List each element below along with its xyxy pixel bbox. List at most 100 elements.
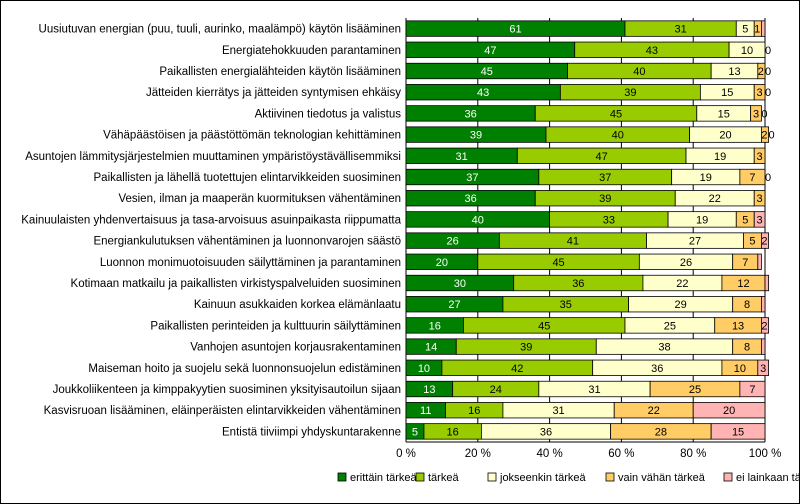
data-label: 3: [757, 151, 763, 163]
data-label: 16: [429, 320, 441, 332]
data-label: 31: [552, 405, 564, 417]
bar-segment: [728, 41, 766, 58]
category-label: Kainuun asukkaiden korkea elämänlaatu: [194, 299, 401, 311]
data-label: 47: [484, 45, 496, 57]
bar-segment: [761, 317, 769, 334]
data-label: 31: [675, 24, 687, 36]
x-tick-label: 20 %: [465, 448, 491, 460]
data-label: 43: [646, 45, 658, 57]
bar-segment: [761, 126, 769, 143]
bar-segment: [761, 296, 766, 313]
data-label: 36: [464, 108, 476, 120]
category-label: Paikallisten energialähteiden käytön lis…: [159, 66, 401, 78]
data-label: 39: [470, 130, 482, 142]
data-label: 10: [734, 363, 746, 375]
legend-swatch: [605, 472, 615, 482]
data-label: 0: [765, 66, 771, 78]
data-label: 0: [765, 87, 771, 99]
data-label: 43: [477, 87, 489, 99]
data-label: 7: [749, 384, 755, 396]
data-label: 37: [599, 172, 611, 184]
category-label: Vanhojen asuntojen korjausrakentaminen: [190, 342, 401, 354]
data-label: 22: [709, 193, 721, 205]
bar-segment: [757, 359, 769, 376]
data-label: 61: [509, 24, 521, 36]
category-label: Kasvisruoan lisääminen, eläinperäisten e…: [44, 405, 401, 417]
bar-segment: [761, 338, 766, 355]
data-label: 3: [757, 193, 763, 205]
data-label: 47: [596, 151, 608, 163]
data-label: 0: [765, 172, 771, 184]
data-label: 20: [436, 257, 448, 269]
data-label: 8: [744, 342, 750, 354]
bar-segment: [739, 380, 766, 398]
category-label: Vesien, ilman ja maaperän kuormituksen v…: [118, 193, 401, 205]
data-label: 36: [651, 363, 663, 375]
data-label: 39: [624, 87, 636, 99]
data-label: 0: [761, 108, 767, 120]
legend-label: ei lainkaan tärkeä: [736, 472, 800, 484]
data-label: 20: [723, 405, 735, 417]
legend-swatch: [487, 472, 497, 482]
x-tick-label: 100 %: [749, 448, 782, 460]
data-label: 38: [658, 342, 670, 354]
category-label: Paikallisten ja lähellä tuotettujen elin…: [94, 172, 402, 184]
data-label: 12: [737, 278, 749, 290]
category-label: Luonnon monimuotoisuuden säilyttäminen j…: [100, 257, 401, 269]
data-label: 0: [765, 45, 771, 57]
category-label: Kotimaan matkailu ja paikallisten virkis…: [71, 278, 401, 290]
category-label: Asuntojen lämmitysjärjestelmien muuttami…: [25, 151, 401, 163]
category-label: Aktiivinen tiedotus ja valistus: [255, 108, 402, 120]
data-label: 40: [612, 130, 624, 142]
data-label: 3: [757, 214, 763, 226]
data-label: 5: [749, 236, 755, 248]
data-label: 22: [676, 278, 688, 290]
data-label: 13: [732, 320, 744, 332]
bar-segment: [753, 147, 766, 164]
data-label: 45: [538, 320, 550, 332]
data-label: 40: [633, 66, 645, 78]
data-label: 8: [744, 299, 750, 311]
category-label: Uusiutuvan energian (puu, tuuli, aurinko…: [39, 24, 401, 36]
data-label: 11: [420, 405, 431, 417]
data-label: 25: [664, 320, 676, 332]
bar-segment: [753, 211, 766, 228]
bar-segment: [692, 402, 766, 419]
data-label: 45: [552, 257, 564, 269]
data-label: 1: [754, 24, 760, 36]
data-label: 22: [648, 405, 660, 417]
bar-segment: [757, 253, 762, 270]
data-label: 5: [742, 214, 748, 226]
x-tick-label: 0 %: [396, 448, 416, 460]
data-label: 45: [610, 108, 622, 120]
data-label: 36: [572, 278, 584, 290]
legend-label: tärkeä: [428, 472, 459, 484]
data-label: 2: [758, 66, 764, 78]
legend-label: jokseenkin tärkeä: [499, 472, 586, 484]
bar-segment: [710, 423, 766, 440]
category-label: Joukkoliikenteen ja kimppakyytien suosim…: [53, 384, 401, 396]
legend-swatch: [723, 472, 733, 482]
data-label: 36: [464, 193, 476, 205]
data-label: 45: [481, 66, 493, 78]
data-label: 14: [425, 342, 437, 354]
data-label: 39: [599, 193, 611, 205]
category-label: Maiseman hoito ja suojelu sekä luonnonsu…: [88, 363, 401, 375]
bar-segment: [753, 84, 766, 101]
bar-segment: [739, 168, 766, 186]
x-tick-label: 80 %: [680, 448, 706, 460]
data-label: 35: [560, 299, 572, 311]
data-label: 2: [761, 130, 767, 142]
bar-segment: [761, 232, 769, 249]
data-label: 2: [761, 320, 767, 332]
data-label: 7: [749, 172, 755, 184]
data-label: 16: [447, 426, 459, 438]
data-label: 27: [448, 299, 460, 311]
data-label: 15: [721, 87, 733, 99]
category-label: Kainuulaisten yhdenvertaisuus ja tasa-ar…: [21, 214, 401, 226]
category-label: Energiatehokkuuden parantaminen: [222, 45, 401, 57]
data-label: 41: [567, 236, 579, 248]
category-label: Energiankulutuksen vähentäminen ja luonn…: [93, 236, 401, 248]
data-label: 33: [603, 214, 615, 226]
